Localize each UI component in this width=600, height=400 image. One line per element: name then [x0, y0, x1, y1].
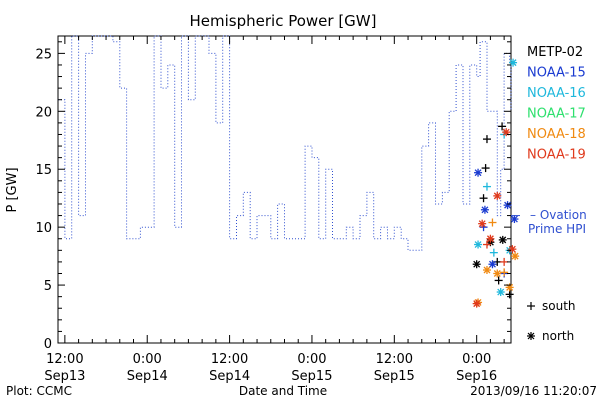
data-point — [480, 205, 489, 214]
data-point — [472, 299, 481, 308]
data-point — [489, 248, 498, 257]
data-point — [474, 240, 483, 249]
x-tick-label-time: 12:00 — [46, 352, 83, 367]
footer-left: Plot: CCMC — [6, 384, 72, 398]
y-tick-label: 0 — [44, 337, 52, 352]
y-tick-label: 20 — [35, 105, 52, 120]
x-tick-label-date: Sep16 — [456, 369, 497, 384]
data-point — [482, 266, 491, 275]
data-point — [496, 288, 505, 297]
data-point — [488, 218, 497, 227]
x-axis-label: Date and Time — [239, 384, 327, 398]
x-tick-label-date: Sep15 — [374, 369, 415, 384]
data-point — [494, 276, 503, 285]
legend: METP-02 NOAA-15 NOAA-16 NOAA-17 NOAA-18 NOAA-… — [527, 45, 586, 163]
x-tick-label-time: 0:00 — [462, 352, 491, 367]
data-point — [493, 191, 502, 200]
y-axis: 0 5 10 15 20 25 — [35, 41, 511, 352]
data-point — [503, 201, 512, 210]
chart-title: Hemispheric Power [GW] — [190, 12, 377, 30]
x-tick-label-time: 12:00 — [211, 352, 248, 367]
data-point — [500, 268, 509, 277]
y-tick-label: 10 — [35, 221, 52, 236]
x-axis: 12:00 Sep13 0:00 Sep14 12:00 Sep14 0:00 Sep15 12… — [44, 36, 505, 384]
data-point — [478, 219, 487, 228]
x-tick-label-date: Sep14 — [209, 369, 250, 384]
data-point — [474, 168, 483, 177]
x-tick-label-date: Sep15 — [291, 369, 332, 384]
ovation-label-line1: – Ovation — [530, 208, 587, 222]
data-point — [508, 245, 517, 254]
symbol-legend: south north — [527, 299, 576, 343]
ovation-line — [58, 35, 512, 251]
symbol-legend-label: south — [542, 299, 576, 313]
footer-right: 2013/09/16 11:20:07 — [470, 384, 597, 398]
y-tick-label: 25 — [35, 47, 52, 62]
x-tick-label-date: Sep14 — [127, 369, 168, 384]
data-point — [481, 164, 490, 173]
data-point — [498, 235, 507, 244]
plot-frame — [57, 35, 512, 344]
y-axis-label: P [GW] — [5, 167, 20, 212]
data-point — [482, 182, 491, 191]
data-point — [472, 260, 481, 269]
legend-item: NOAA-15 — [527, 66, 586, 81]
legend-item: NOAA-16 — [527, 86, 586, 101]
x-tick-label-date: Sep13 — [44, 369, 85, 384]
x-tick-label-time: 0:00 — [297, 352, 326, 367]
y-tick-label: 5 — [44, 279, 52, 294]
data-point — [479, 194, 488, 203]
data-point — [509, 58, 518, 67]
data-point — [482, 240, 491, 249]
data-point — [488, 260, 497, 269]
symbol-legend-label: north — [542, 329, 574, 343]
x-tick-label-time: 12:00 — [376, 352, 413, 367]
data-point — [498, 122, 507, 131]
symbol-legend-item: north — [527, 329, 574, 343]
data-point — [482, 135, 491, 144]
data-point — [511, 252, 520, 261]
legend-item: NOAA-17 — [527, 107, 586, 122]
ovation-annotation: – Ovation Prime HPI — [511, 208, 587, 236]
symbol-legend-item: south — [527, 299, 576, 313]
satellite-points — [472, 58, 520, 308]
legend-item: NOAA-18 — [527, 127, 586, 142]
x-tick-label-time: 0:00 — [133, 352, 162, 367]
data-point — [493, 269, 502, 278]
data-point — [500, 257, 509, 266]
y-tick-label: 15 — [35, 163, 52, 178]
legend-item: NOAA-19 — [527, 148, 586, 163]
data-point — [510, 215, 519, 224]
legend-item: METP-02 — [527, 45, 583, 60]
ovation-series — [58, 35, 512, 251]
data-point — [486, 234, 495, 243]
ovation-label-line2: Prime HPI — [528, 222, 586, 236]
